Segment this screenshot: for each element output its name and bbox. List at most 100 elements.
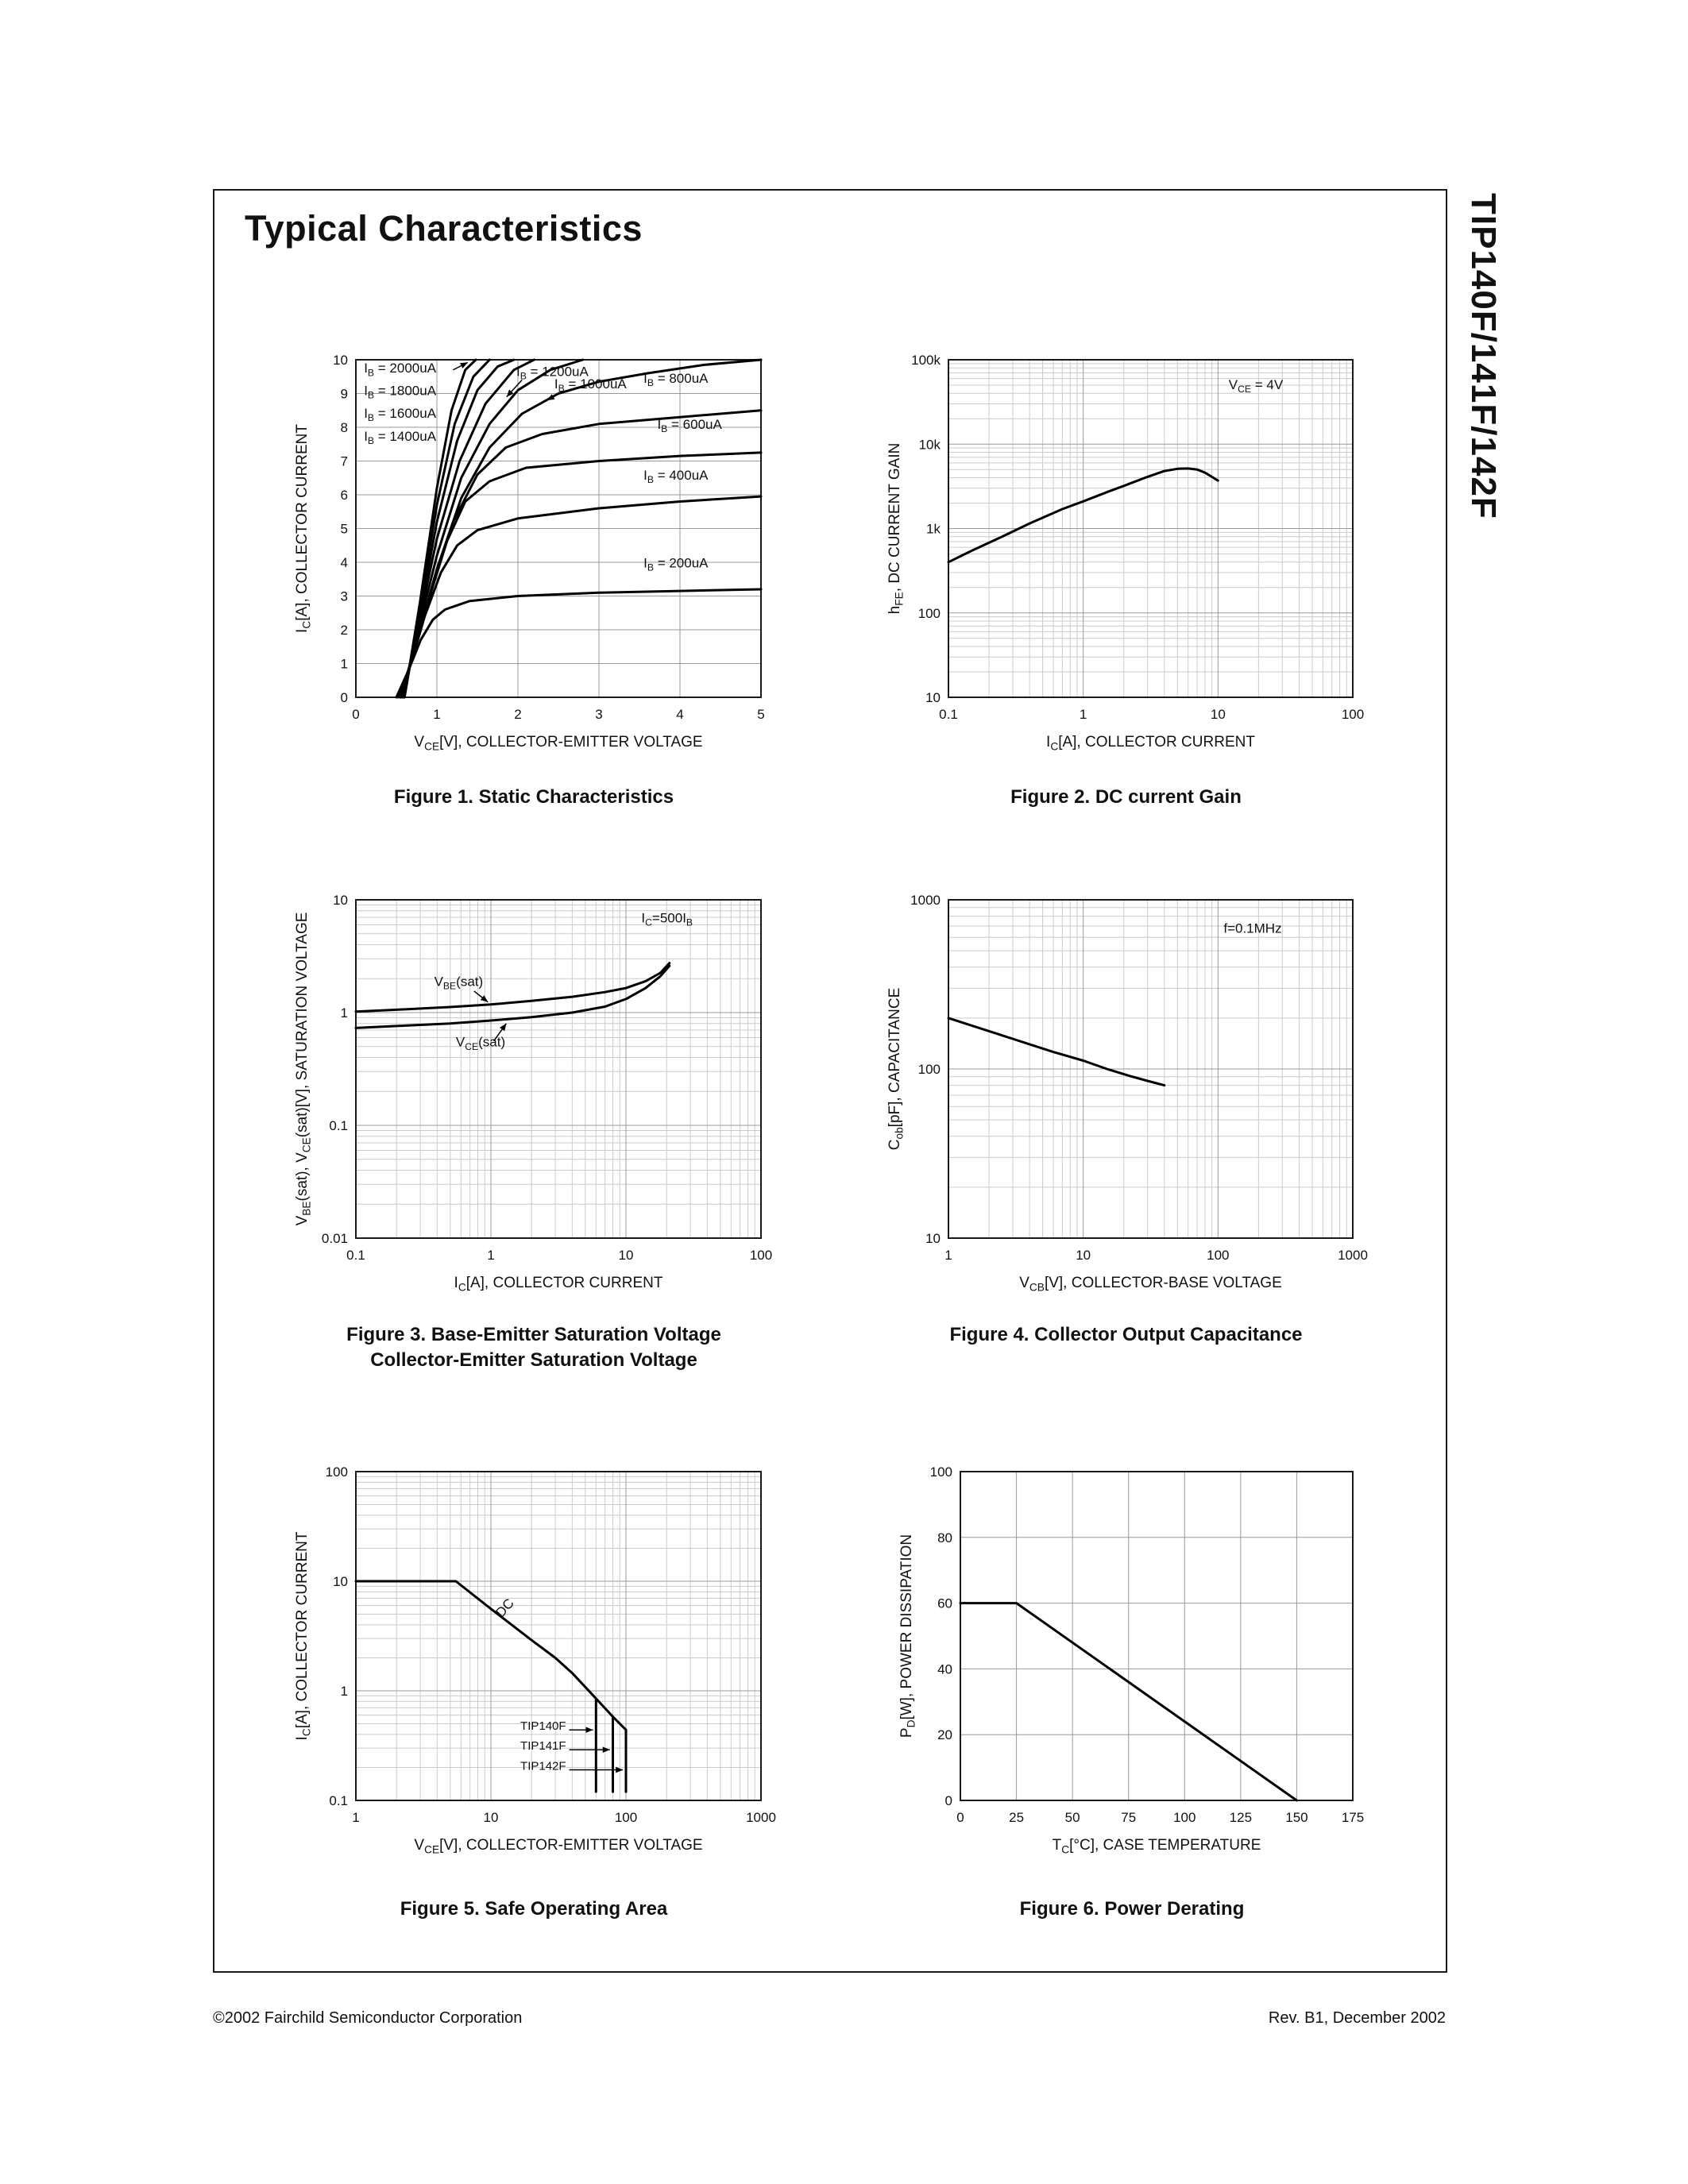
svg-text:3: 3	[595, 707, 602, 722]
svg-text:10: 10	[333, 353, 348, 368]
svg-text:1k: 1k	[926, 522, 941, 537]
svg-text:10: 10	[619, 1248, 634, 1263]
svg-text:IB = 400uA: IB = 400uA	[643, 468, 709, 485]
figure6-caption: Figure 6. Power Derating	[890, 1897, 1373, 1922]
chart-svg: 0 1 2 3 4 5 0 1 2 3 4 5 6 7 8 9 10 VCE[V], COLLECTOR-EMIT…	[294, 353, 765, 753]
svg-text:2: 2	[514, 707, 521, 722]
svg-text:0: 0	[341, 690, 348, 705]
svg-text:6: 6	[341, 488, 348, 503]
svg-text:1: 1	[341, 1684, 348, 1699]
svg-text:IB = 600uA: IB = 600uA	[657, 417, 722, 434]
svg-text:1000: 1000	[746, 1810, 776, 1825]
svg-text:PD[W], POWER DISSIPATION: PD[W], POWER DISSIPATION	[898, 1534, 917, 1738]
svg-text:10: 10	[925, 1231, 941, 1246]
svg-text:2: 2	[341, 623, 348, 638]
svg-text:TIP140F: TIP140F	[520, 1719, 566, 1733]
svg-text:10: 10	[484, 1810, 499, 1825]
footer-copyright: ©2002 Fairchild Semiconductor Corporatio…	[213, 2009, 523, 2027]
svg-text:10: 10	[333, 1574, 348, 1589]
svg-text:100k: 100k	[911, 353, 941, 368]
svg-text:IC[A], COLLECTOR CURRENT: IC[A], COLLECTOR CURRENT	[1046, 734, 1255, 753]
figure4-output-capacitance-chart: 1 10 100 1000 10 100 1000 VCB[V], COLLECTOR-BAS…	[879, 878, 1373, 1302]
svg-text:TC[°C], CASE TEMPERATURE: TC[°C], CASE TEMPERATURE	[1053, 1837, 1261, 1856]
caption-line: Figure 5. Safe Operating Area	[400, 1898, 668, 1920]
page-border	[213, 189, 1447, 1973]
svg-text:4: 4	[341, 555, 348, 570]
figure5-safe-operating-area-chart: 1 10 100 1000 0.1 1 10 100 VCE[V], COLLECTOR-EMI…	[286, 1449, 782, 1864]
svg-text:100: 100	[918, 606, 941, 621]
svg-text:10: 10	[1211, 707, 1226, 722]
svg-text:100: 100	[1173, 1810, 1196, 1825]
svg-text:100: 100	[930, 1464, 952, 1480]
svg-text:5: 5	[757, 707, 764, 722]
svg-text:0.1: 0.1	[329, 1118, 348, 1133]
figure1-static-characteristics-chart: 0 1 2 3 4 5 0 1 2 3 4 5 6 7 8 9 10 VCE[V], COLLECTOR-EMIT…	[286, 338, 782, 761]
svg-text:IC[A], COLLECTOR CURRENT: IC[A], COLLECTOR CURRENT	[294, 1531, 313, 1740]
svg-text:VBE(sat), VCE(sat)[V], SATUR: VBE(sat), VCE(sat)[V], SATURATION VOLTAG…	[294, 913, 313, 1226]
svg-text:VCE[V], COLLECTOR-EMITTER VOLT: VCE[V], COLLECTOR-EMITTER VOLTAGE	[414, 1837, 702, 1856]
svg-text:1: 1	[944, 1248, 952, 1263]
svg-text:VCE[V], COLLECTOR-EMITTER VOLT: VCE[V], COLLECTOR-EMITTER VOLTAGE	[414, 734, 702, 753]
svg-text:1000: 1000	[1338, 1248, 1368, 1263]
svg-text:100: 100	[1207, 1248, 1229, 1263]
figure1-caption: Figure 1. Static Characteristics	[286, 785, 782, 810]
svg-text:75: 75	[1121, 1810, 1136, 1825]
svg-text:hFE, DC CURRENT GAIN: hFE, DC CURRENT GAIN	[886, 443, 906, 615]
footer-revision: Rev. B1, December 2002	[1268, 2009, 1446, 2027]
svg-text:0.1: 0.1	[939, 707, 958, 722]
figure3-caption: Figure 3. Base-Emitter Saturation Voltag…	[286, 1322, 782, 1374]
svg-text:0.1: 0.1	[346, 1248, 365, 1263]
caption-line: Figure 2. DC current Gain	[1010, 786, 1242, 808]
svg-text:125: 125	[1230, 1810, 1252, 1825]
svg-text:175: 175	[1342, 1810, 1364, 1825]
svg-text:IB = 800uA: IB = 800uA	[643, 371, 709, 388]
svg-text:1: 1	[352, 1810, 359, 1825]
caption-line: Figure 4. Collector Output Capacitance	[949, 1324, 1303, 1345]
svg-text:IC=500IB: IC=500IB	[641, 910, 693, 928]
svg-text:IB = 1600uA: IB = 1600uA	[364, 406, 437, 423]
caption-line: Figure 3. Base-Emitter Saturation Voltag…	[346, 1324, 721, 1345]
svg-text:VCE(sat): VCE(sat)	[456, 1035, 505, 1052]
figure3-saturation-voltage-chart: 0.1 1 10 100 0.01 0.1 1 10 IC[A], COLLECTOR CURR…	[286, 878, 782, 1302]
svg-text:Cob[pF], CAPACITANCE: Cob[pF], CAPACITANCE	[886, 988, 906, 1151]
caption-line: Figure 1. Static Characteristics	[393, 786, 674, 808]
chart-svg: 0.1 1 10 100 10 100 1k 10k 100k IC[A], COLLECTOR …	[886, 353, 1364, 753]
svg-text:VBE(sat): VBE(sat)	[435, 974, 484, 992]
svg-text:20: 20	[937, 1727, 952, 1742]
svg-text:100: 100	[326, 1464, 348, 1480]
part-number-vertical: TIP140F/141F/142F	[1464, 193, 1503, 519]
svg-text:1000: 1000	[910, 893, 941, 908]
svg-text:10: 10	[925, 690, 941, 705]
svg-text:5: 5	[341, 522, 348, 537]
chart-svg: 1 10 100 1000 0.1 1 10 100 VCE[V], COLLECTOR-EMI…	[294, 1464, 776, 1856]
svg-text:1: 1	[341, 1005, 348, 1021]
svg-text:40: 40	[937, 1661, 952, 1677]
figure2-caption: Figure 2. DC current Gain	[879, 785, 1373, 810]
figure6-power-derating-chart: 0 25 50 75 100 125 150 175 0 20 40 60 80 100 TC[°C], C…	[890, 1449, 1373, 1864]
svg-text:1: 1	[433, 707, 440, 722]
svg-text:IC[A], COLLECTOR CURRENT: IC[A], COLLECTOR CURRENT	[454, 1275, 663, 1294]
svg-text:10k: 10k	[919, 437, 941, 452]
svg-text:10: 10	[1076, 1248, 1091, 1263]
svg-text:8: 8	[341, 420, 348, 435]
svg-text:IB = 1800uA: IB = 1800uA	[364, 384, 437, 401]
svg-text:VCE = 4V: VCE = 4V	[1229, 377, 1284, 395]
figure2-dc-current-gain-chart: 0.1 1 10 100 10 100 1k 10k 100k IC[A], COLLECTOR …	[879, 338, 1373, 761]
caption-line: Collector-Emitter Saturation Voltage	[370, 1349, 697, 1372]
svg-text:100: 100	[1342, 707, 1364, 722]
svg-text:DC: DC	[492, 1596, 517, 1620]
caption-line: Figure 6. Power Derating	[1019, 1898, 1245, 1920]
svg-text:9: 9	[341, 387, 348, 402]
svg-text:4: 4	[676, 707, 683, 722]
svg-text:100: 100	[918, 1062, 941, 1077]
svg-text:1: 1	[1080, 707, 1087, 722]
page-title: Typical Characteristics	[245, 208, 643, 249]
svg-text:60: 60	[937, 1596, 952, 1611]
svg-text:100: 100	[750, 1248, 772, 1263]
svg-text:7: 7	[341, 454, 348, 469]
svg-text:100: 100	[615, 1810, 637, 1825]
svg-text:1: 1	[487, 1248, 494, 1263]
svg-text:VCB[V], COLLECTOR-BASE VOLTAGE: VCB[V], COLLECTOR-BASE VOLTAGE	[1019, 1275, 1282, 1294]
